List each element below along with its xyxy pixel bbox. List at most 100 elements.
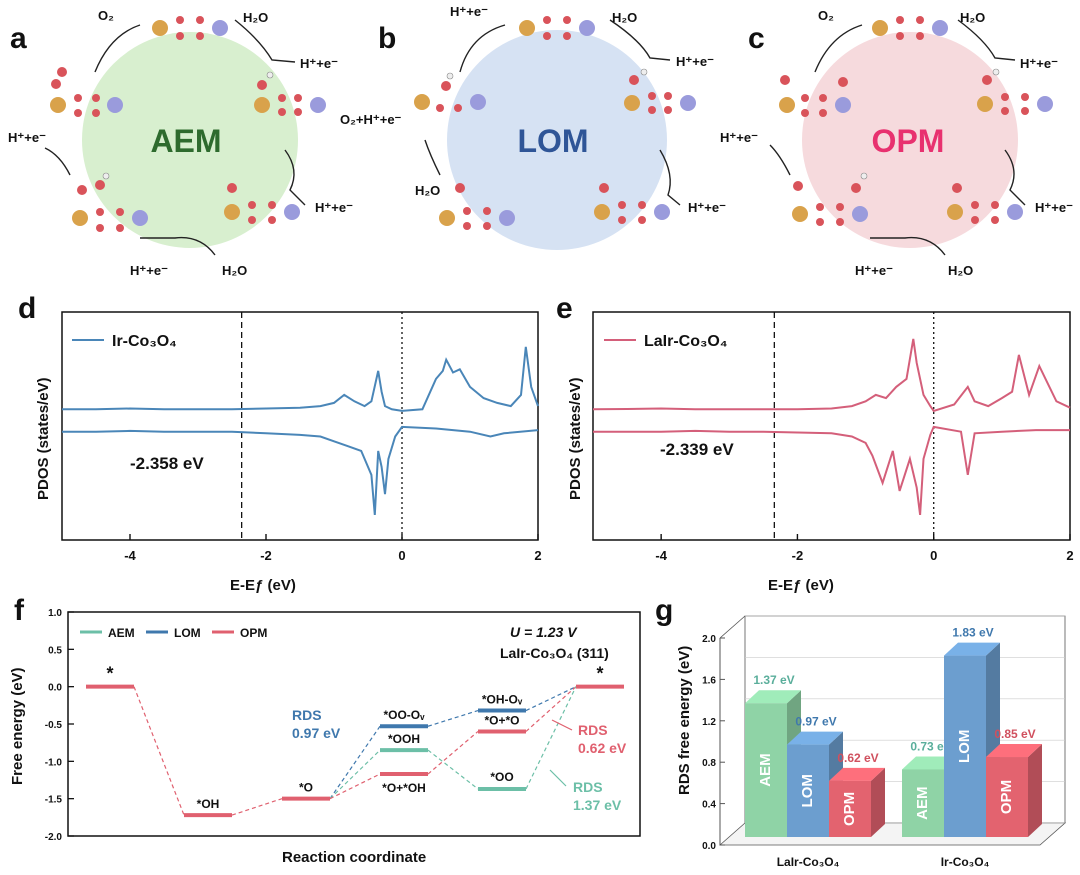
x-category-label: LaIr-Co₃O₄ [777, 855, 840, 869]
connector-line [329, 749, 381, 800]
y-tick-label: 0.5 [48, 645, 62, 656]
panel-b-lom-cycle: b LOM H⁺+e⁻ H₂O H⁺+e⁻ H⁺+e⁻ H₂O O₂+H⁺+e⁻ [340, 4, 726, 250]
rds-label: RDS [578, 722, 608, 738]
y-tick-label: 0.4 [702, 800, 716, 811]
bar-side [871, 767, 885, 837]
arrow-icon [609, 19, 671, 61]
bar-top [944, 642, 1000, 656]
y-axis: 1.0 0.5 0.0 -0.5 -1.0 -1.5 -2.0 [45, 608, 74, 843]
molecule-icon [414, 72, 486, 112]
opm-circle [802, 32, 1018, 248]
molecule-icon [152, 16, 228, 40]
frame-edge [719, 615, 746, 639]
panel-e-pdos: e -4 -2 0 2 LaIr-Co₃O₄ -2.339 eV E-Eƒ (eV) … [556, 292, 1074, 594]
bar-series-label: OPM [841, 792, 858, 826]
d-band-annotation: -2.358 eV [130, 454, 204, 473]
bar-series-label: LOM [799, 774, 816, 807]
energy-level-label: *O+*OH [382, 781, 426, 795]
label-h-e: H⁺+e⁻ [720, 130, 758, 145]
rds-pointer [549, 769, 567, 787]
bar-aem [745, 703, 787, 837]
panel-letter-a: a [10, 22, 27, 55]
molecule-icon [947, 183, 1023, 224]
energy-level-label: *O+*O [484, 713, 519, 727]
molecule-icon [977, 68, 1053, 115]
panel-letter-d: d [18, 292, 36, 325]
rds-pointer [551, 719, 573, 731]
rds-value: 1.37 eV [573, 797, 622, 813]
x-axis: -4 -2 0 2 [124, 534, 542, 563]
pdos-spin-up-line [592, 338, 1071, 413]
condition-surface: LaIr-Co₃O₄ (311) [500, 645, 609, 661]
arrow-icon [284, 149, 306, 206]
connector-line [525, 686, 577, 790]
connector-line [329, 725, 381, 800]
bar-top [986, 744, 1042, 758]
panel-f-free-energy: f 1.0 0.5 0.0 -0.5 -1.0 -1.5 -2.0 AEM LOM OPM U … [9, 594, 641, 866]
lom-circle [447, 30, 667, 250]
y-tick-label: 0.0 [702, 841, 716, 852]
panel-g-rds-bars: g 0.0 0.4 0.8 1.2 1.6 2.0 AEM 1.37 eV LOM 0.97 e… [655, 594, 1067, 869]
bar-aem [902, 769, 944, 837]
arrow-icon [957, 19, 1016, 61]
pdos-spin-down-line [62, 425, 539, 515]
y-tick-label: -2.0 [45, 832, 63, 843]
x-tick-label: -4 [124, 548, 136, 563]
bar-lom [944, 655, 986, 837]
y-axis-label: Free energy (eV) [9, 667, 26, 785]
bar-value-label: 1.37 eV [753, 673, 794, 687]
aem-title: AEM [150, 123, 221, 159]
x-category-label: Ir-Co₃O₄ [941, 855, 990, 869]
label-h2o: H₂O [222, 263, 247, 278]
connector-line [231, 798, 283, 816]
x-axis: -4 -2 0 2 [655, 534, 1074, 563]
bars: AEM 1.37 eV LOM 0.97 eV OPM 0.62 eV LaIr-Co₃O₄… [745, 626, 1042, 869]
molecule-icon [792, 172, 868, 226]
energy-level-label: *OH-Oᵥ [482, 693, 523, 707]
x-axis-label: E-Eƒ (eV) [768, 577, 834, 594]
x-tick-label: -2 [792, 548, 804, 563]
legend-label: AEM [108, 626, 135, 640]
legend-label: LOM [174, 626, 201, 640]
plot-frame [592, 311, 1071, 541]
x-tick-label: 0 [930, 548, 937, 563]
d-band-annotation: -2.339 eV [660, 440, 734, 459]
lom-title: LOM [517, 123, 588, 159]
label-h-e: H⁺+e⁻ [855, 263, 893, 278]
arrow-icon [234, 19, 296, 63]
label-h-e: H⁺+e⁻ [300, 56, 338, 71]
molecule-icon [439, 183, 515, 230]
label-h2o: H₂O [948, 263, 973, 278]
arrow-icon [1004, 149, 1026, 206]
energy-level-label: *OH [197, 797, 220, 811]
connector-line [329, 773, 381, 800]
y-axis-label: PDOS (states/eV) [567, 377, 584, 500]
energy-level-label: *O [299, 781, 313, 795]
arrow-icon [814, 24, 863, 73]
label-o2-h-e: O₂+H⁺+e⁻ [340, 112, 402, 127]
label-h-e: H⁺+e⁻ [676, 54, 714, 69]
y-tick-label: 0.0 [48, 683, 62, 694]
label-h-e: H⁺+e⁻ [688, 200, 726, 215]
label-o2: O₂ [818, 8, 834, 23]
connector-line [427, 731, 479, 775]
plot-frame [61, 311, 539, 541]
connector-line [133, 686, 185, 816]
rds-label: RDS [292, 707, 322, 723]
bar-series-label: AEM [914, 787, 931, 820]
molecule-icon [254, 71, 326, 116]
label-h-e: H⁺+e⁻ [1035, 200, 1073, 215]
arrow-icon [44, 147, 71, 176]
molecule-icon [519, 16, 595, 40]
panel-letter-g: g [655, 594, 673, 627]
panel-letter-f: f [14, 594, 25, 627]
bar-value-label: 0.73 eV [910, 739, 951, 753]
bar-series-label: LOM [956, 730, 973, 763]
y-axis-label: RDS free energy (eV) [676, 646, 693, 795]
bar-series-label: AEM [757, 753, 774, 786]
legend-label: LaIr-Co₃O₄ [644, 333, 727, 350]
energy-level-label: *OOH [388, 732, 420, 746]
panel-letter-c: c [748, 22, 765, 55]
bar-top [745, 690, 801, 704]
